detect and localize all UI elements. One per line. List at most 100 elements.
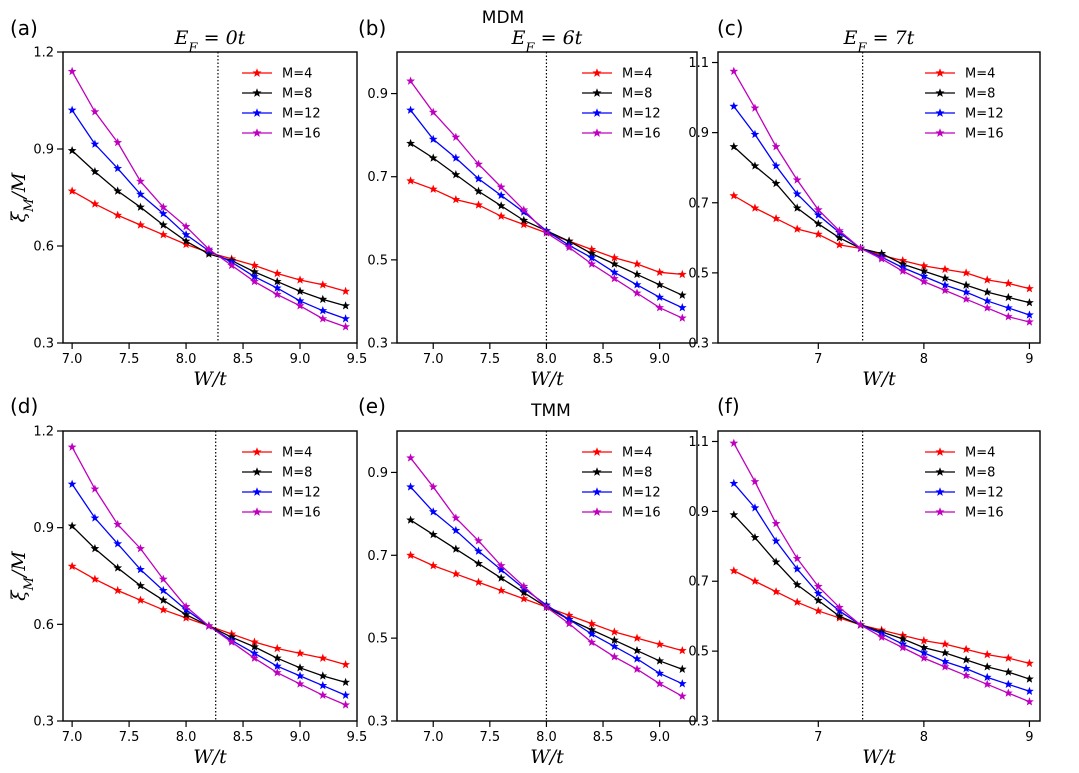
data-point xyxy=(1003,653,1013,662)
data-point xyxy=(406,76,415,85)
data-point xyxy=(835,611,844,620)
x-tick-label: 7.0 xyxy=(423,352,444,367)
x-axis-label: W/t xyxy=(193,368,227,390)
data-point xyxy=(564,242,574,252)
data-point xyxy=(341,322,350,331)
data-point xyxy=(919,636,929,645)
panel-label: (f) xyxy=(717,394,740,418)
legend-label: M=4 xyxy=(622,67,652,82)
plot-frame xyxy=(717,51,1041,344)
data-point xyxy=(451,153,461,162)
legend-marker xyxy=(935,467,945,476)
data-point xyxy=(428,107,438,116)
y-tick-label: 0.9 xyxy=(367,87,388,102)
data-point xyxy=(250,267,259,276)
data-point xyxy=(204,249,214,258)
panel-label: (c) xyxy=(717,16,744,40)
x-tick-label: 7.0 xyxy=(62,730,83,745)
y-tick-label: 0.9 xyxy=(688,126,709,141)
legend-marker xyxy=(935,487,945,496)
data-point xyxy=(519,581,529,591)
y-tick-label: 0.5 xyxy=(688,645,709,660)
data-point xyxy=(677,313,687,322)
x-tick-label: 8 xyxy=(920,730,928,745)
data-point xyxy=(272,653,282,662)
data-point xyxy=(318,294,328,304)
data-point xyxy=(295,663,305,672)
x-tick-label: 8.5 xyxy=(593,730,614,745)
data-point xyxy=(181,222,191,231)
x-tick-label: 7.5 xyxy=(119,730,140,745)
data-point xyxy=(919,271,929,281)
data-point xyxy=(632,269,642,279)
data-point xyxy=(750,532,760,542)
data-point xyxy=(771,557,781,566)
data-point xyxy=(835,226,844,235)
data-point xyxy=(940,273,950,282)
data-point xyxy=(609,635,619,644)
y-tick-label: 0.6 xyxy=(33,240,54,255)
data-point xyxy=(1003,278,1013,288)
legend-label: M=8 xyxy=(282,466,312,481)
panel-label: (e) xyxy=(358,394,386,418)
data-point xyxy=(813,606,823,615)
plot-frame xyxy=(717,430,1041,722)
data-point xyxy=(982,672,992,682)
data-point xyxy=(771,142,781,151)
x-tick-label: 8.0 xyxy=(176,352,197,367)
data-point xyxy=(295,296,305,305)
data-point xyxy=(496,561,506,570)
data-point xyxy=(113,519,123,529)
data-point xyxy=(961,663,971,673)
data-point xyxy=(813,229,823,239)
data-point xyxy=(428,184,438,193)
y-tick-label: 0.9 xyxy=(33,521,54,536)
legend-marker xyxy=(592,487,602,496)
data-point xyxy=(158,605,168,614)
data-point xyxy=(318,690,328,699)
data-point xyxy=(587,619,597,628)
panel-title: EF = 7t xyxy=(843,27,915,56)
x-axis-label: W/t xyxy=(862,368,896,390)
data-point xyxy=(451,513,461,522)
data-point xyxy=(406,453,415,462)
legend-label: M=8 xyxy=(622,87,652,102)
data-point xyxy=(295,671,305,680)
data-point xyxy=(919,653,929,662)
data-point xyxy=(813,205,823,214)
y-tick-label: 0.9 xyxy=(688,505,709,520)
data-point xyxy=(1025,697,1034,706)
data-point xyxy=(877,254,887,263)
data-point xyxy=(428,529,438,539)
data-point xyxy=(750,503,760,512)
data-point xyxy=(158,230,168,239)
data-point xyxy=(982,650,992,659)
data-point xyxy=(113,137,123,147)
data-point xyxy=(1025,686,1034,696)
data-point xyxy=(587,249,597,258)
data-point xyxy=(158,202,168,211)
data-point xyxy=(729,478,739,488)
data-point xyxy=(655,280,665,289)
chart-panel-2: (c) EF = 7t 7 8 9 0.3 0.5 0.7 0.9 1.1 W/t M=4 M=8 M=1… xyxy=(688,16,1041,390)
y-tick-label: 1.2 xyxy=(33,46,54,61)
legend-marker xyxy=(935,507,945,516)
data-point xyxy=(940,264,950,274)
data-point xyxy=(451,544,461,553)
data-point xyxy=(181,236,191,245)
data-point xyxy=(542,228,551,237)
data-point xyxy=(136,581,145,590)
data-point xyxy=(632,664,642,673)
data-point xyxy=(136,220,145,229)
data-point xyxy=(519,205,529,214)
y-tick-label: 0.6 xyxy=(33,618,54,633)
data-point xyxy=(406,138,415,148)
data-point xyxy=(919,643,929,652)
data-point xyxy=(564,236,574,245)
data-point xyxy=(341,660,350,669)
data-point xyxy=(792,597,802,606)
data-point xyxy=(1025,658,1034,668)
data-point xyxy=(295,286,305,295)
legend-label: M=16 xyxy=(282,506,321,521)
data-point xyxy=(655,679,665,688)
